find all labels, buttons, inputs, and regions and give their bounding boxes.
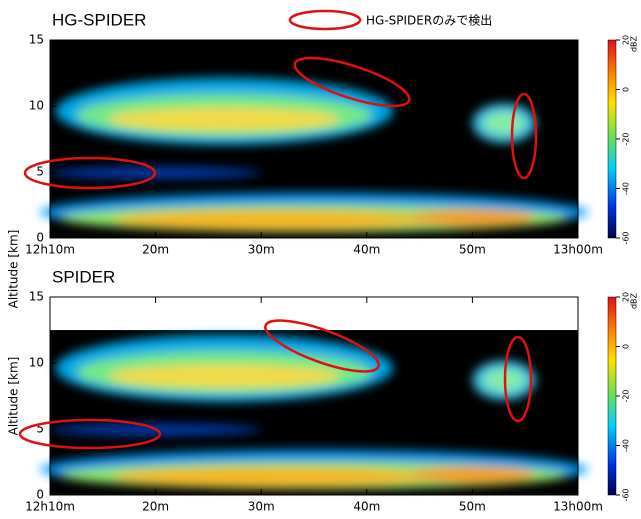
echo bbox=[483, 111, 525, 135]
x-tick-label: 30m bbox=[248, 243, 275, 257]
echo bbox=[113, 467, 430, 487]
colorbar-tick-label: -40 bbox=[622, 182, 631, 195]
echo bbox=[108, 107, 340, 131]
colorbar-tick-label: 0 bbox=[622, 87, 631, 92]
colorbar-tick-label: -20 bbox=[622, 389, 631, 402]
x-tick-label: 50m bbox=[459, 243, 486, 257]
colorbar-tick-label: -40 bbox=[622, 439, 631, 452]
echo bbox=[409, 467, 536, 483]
x-tick-label: 40m bbox=[353, 243, 380, 257]
x-tick-label: 20m bbox=[142, 243, 169, 257]
echo bbox=[108, 364, 340, 388]
x-tick-label: 12h10m bbox=[25, 500, 75, 514]
x-tick-label: 12h10m bbox=[25, 243, 75, 257]
panel-title: HG-SPIDER bbox=[52, 10, 146, 29]
y-tick-label: 5 bbox=[36, 165, 44, 179]
y-tick-label: 15 bbox=[29, 33, 44, 47]
y-tick-label: 15 bbox=[29, 290, 44, 304]
colorbar-tick-label: -60 bbox=[622, 231, 631, 244]
figure: HG-SPIDER 0 5 10 15 12h10m 20m 30m 40m 50m 13h00m A… bbox=[0, 0, 641, 519]
y-axis-label: Altitude [km] bbox=[7, 230, 21, 309]
panel-title: SPIDER bbox=[52, 267, 115, 286]
legend-ring bbox=[290, 11, 360, 29]
echo bbox=[113, 210, 430, 230]
x-tick-label: 13h00m bbox=[553, 500, 603, 514]
x-tick-label: 40m bbox=[353, 500, 380, 514]
panels: HG-SPIDER 0 5 10 15 12h10m 20m 30m 40m 50m 13h00m A… bbox=[7, 10, 639, 513]
colorbar-label: dBZ bbox=[630, 35, 639, 52]
x-tick-label: 50m bbox=[459, 500, 486, 514]
colorbar bbox=[608, 297, 616, 495]
y-axis-label: Altitude [km] bbox=[7, 357, 21, 436]
annotation: HG-SPIDERのみで検出 bbox=[366, 14, 492, 28]
x-tick-label: 20m bbox=[142, 500, 169, 514]
y-tick-label: 10 bbox=[29, 356, 44, 370]
colorbar-tick-label: -20 bbox=[622, 132, 631, 145]
colorbar-tick-label: 0 bbox=[622, 344, 631, 349]
colorbar-label: dBZ bbox=[630, 292, 639, 309]
echo bbox=[409, 210, 536, 226]
colorbar-tick-label: -60 bbox=[622, 488, 631, 501]
y-tick-label: 10 bbox=[29, 99, 44, 113]
x-tick-label: 13h00m bbox=[553, 243, 603, 257]
x-tick-label: 30m bbox=[248, 500, 275, 514]
colorbar bbox=[608, 40, 616, 238]
